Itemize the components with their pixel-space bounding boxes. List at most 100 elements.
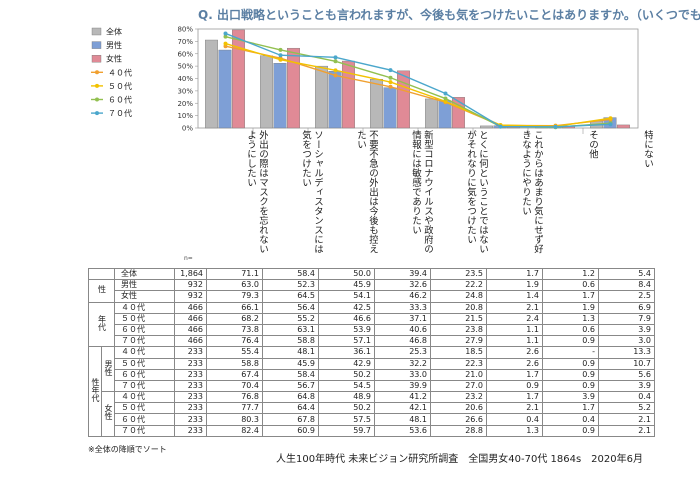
value-cell: 33.3: [374, 301, 431, 314]
row-label: ７０代: [114, 335, 175, 348]
sample-size: 233: [174, 391, 207, 404]
legend-swatch: [91, 27, 102, 36]
y-tick-label: 30%: [177, 87, 193, 95]
value-cell: 22.3: [430, 357, 487, 370]
line-point: [388, 75, 393, 80]
value-cell: 56.4: [262, 301, 319, 314]
bar: [425, 98, 438, 129]
value-cell: 21.0: [430, 368, 487, 381]
value-cell: 22.2: [430, 279, 487, 292]
table-row: 女性 932 79.3 64.5 54.1 46.2 24.8 1.4 1.7 2.5: [89, 290, 655, 303]
value-cell: 24.8: [430, 290, 487, 303]
row-label: ５０代: [114, 312, 175, 325]
sample-size: 233: [174, 413, 207, 426]
bar: [342, 60, 355, 129]
line-point: [223, 41, 228, 46]
value-cell: 58.4: [262, 267, 319, 281]
value-cell: 56.7: [262, 379, 319, 393]
row-label: ４０代: [114, 346, 175, 359]
line-point: [443, 96, 448, 101]
bar: [315, 65, 328, 129]
bar: [218, 49, 232, 129]
table-row: 性男性 932 63.0 52.3 45.9 32.6 22.2 1.9 0.6 8.4: [88, 279, 655, 303]
y-tick-label: 80%: [177, 26, 193, 34]
value-cell: 1.3: [486, 424, 543, 437]
value-cell: 77.7: [206, 402, 263, 415]
category-label: 新型コロナウイルスや政府の情報には敏感でありたい: [410, 130, 433, 254]
value-cell: 55.2: [262, 312, 319, 325]
line-point: [333, 73, 338, 78]
table-row: ７０代 466 76.4 58.8 57.1 46.8 27.9 1.1 0.9 3.0: [89, 335, 655, 348]
line-point: [388, 68, 393, 73]
sample-size: 466: [174, 323, 207, 337]
value-cell: 0.4: [598, 391, 655, 404]
sort-note: ※全体の降順でソート: [88, 445, 167, 454]
sample-size: 233: [174, 424, 207, 437]
value-cell: 0.9: [486, 379, 543, 393]
chart-title: Q. 出口戦略ということも言われますが、今後も気をつけたいことはありますか。（い…: [198, 8, 700, 22]
value-cell: 55.4: [206, 346, 263, 359]
bar: [617, 124, 630, 129]
table-row: ７０代 233 82.4 60.9 59.7 53.6 28.8 1.3 0.9 2.1: [89, 424, 655, 437]
line-point: [333, 55, 338, 60]
value-cell: 5.2: [598, 402, 655, 415]
data-table: 全体 1,864 71.1 58.4 50.0 39.4 23.5 1.7 1.2 5.4 性男性 9…: [88, 267, 655, 437]
value-cell: 46.8: [374, 335, 431, 348]
category-label: とくに何ということではないがそれなりに気をつけたい: [465, 130, 488, 254]
row-label: ７０代: [114, 379, 175, 393]
value-cell: 67.8: [262, 413, 319, 426]
group-cell: 年代: [88, 301, 115, 348]
row-label: 女性: [114, 290, 175, 303]
value-cell: 23.5: [430, 267, 487, 281]
legend-marker: [95, 70, 99, 75]
value-cell: 48.1: [374, 413, 431, 426]
legend-label: ５０代: [108, 81, 132, 91]
value-cell: 28.8: [430, 424, 487, 437]
value-cell: 48.9: [318, 391, 375, 404]
group-cell: 性: [88, 279, 115, 303]
value-cell: 50.2: [318, 368, 375, 381]
value-cell: 70.4: [206, 379, 263, 393]
table-row: ５０代 233 58.8 45.9 42.9 32.2 22.3 2.6 0.9 10.7: [89, 357, 655, 370]
value-cell: 0.9: [542, 379, 599, 393]
value-cell: 18.5: [430, 346, 487, 359]
value-cell: 42.1: [374, 402, 431, 415]
value-cell: 3.9: [598, 379, 655, 393]
row-label: ５０代: [114, 357, 175, 370]
value-cell: 37.1: [374, 312, 431, 325]
category-label: ソーシャルディスタンスには気をつけたい: [300, 130, 323, 254]
value-cell: 76.8: [206, 391, 263, 404]
value-cell: 0.9: [542, 335, 599, 348]
value-cell: 2.6: [486, 357, 543, 370]
value-cell: 1.3: [542, 312, 599, 325]
category-label: 不要不急の外出は今後も控えたい: [355, 130, 378, 254]
row-label: ６０代: [114, 323, 175, 337]
value-cell: 80.3: [206, 413, 263, 426]
legend-marker: [95, 111, 99, 116]
value-cell: 27.0: [430, 379, 487, 393]
value-cell: 63.0: [206, 279, 263, 292]
value-cell: 58.8: [262, 335, 319, 348]
value-cell: -: [542, 346, 599, 359]
category-labels: 外出の際はマスクを忘れないようにしたい ソーシャルディスタンスには気をつけたい 不要…: [198, 128, 653, 256]
line-point: [333, 68, 338, 73]
legend-label: 男性: [106, 40, 122, 50]
value-cell: 46.2: [374, 290, 431, 303]
table-row: 年代 ４０代 466 66.1 56.4 42.5 33.3 20.8 2.1 1.9 6.9: [88, 301, 655, 348]
series-line: [225, 32, 611, 128]
value-cell: 42.9: [318, 357, 375, 370]
value-cell: 32.2: [374, 357, 431, 370]
line-point: [278, 47, 283, 52]
value-cell: 0.9: [542, 368, 599, 381]
value-cell: 64.8: [262, 391, 319, 404]
bar: [205, 39, 218, 129]
sample-size: 466: [174, 335, 207, 348]
y-tick-label: 10%: [177, 112, 193, 120]
value-cell: 0.9: [542, 424, 599, 437]
row-label: 男性: [114, 279, 175, 292]
group-cell: 性年代: [88, 346, 102, 437]
y-tick-label: 40%: [177, 75, 193, 83]
value-cell: 82.4: [206, 424, 263, 437]
value-cell: 58.4: [262, 368, 319, 381]
value-cell: 2.4: [486, 312, 543, 325]
